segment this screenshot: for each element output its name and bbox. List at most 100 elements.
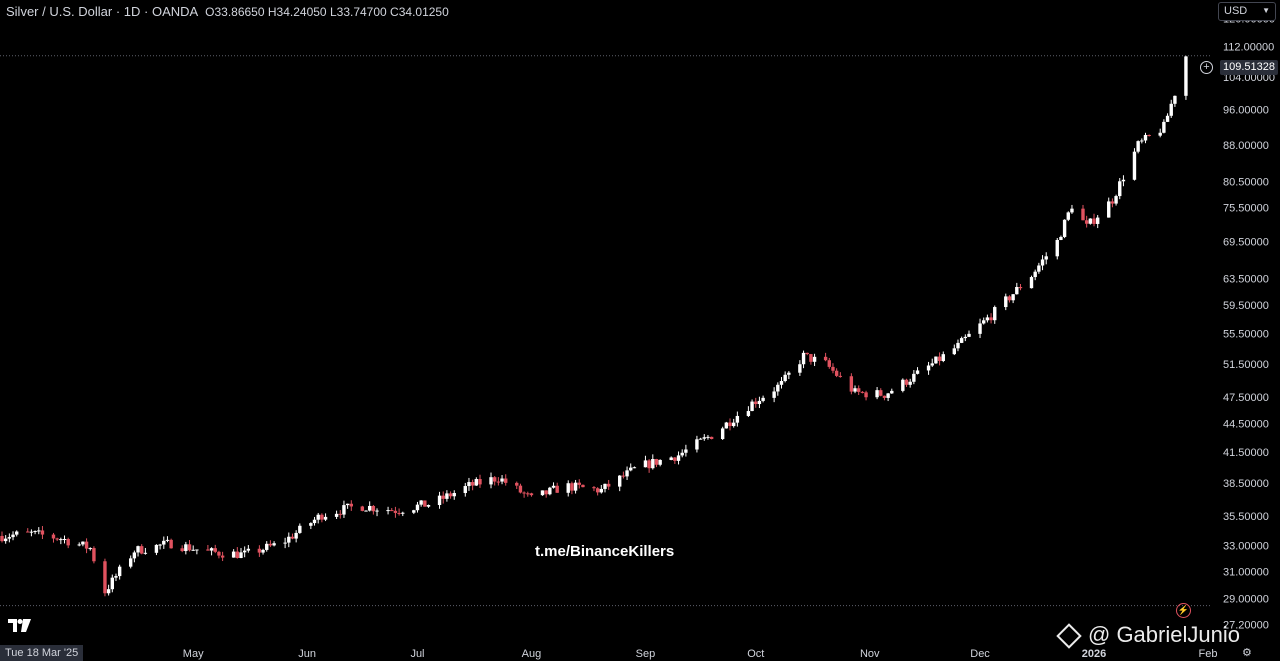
candle-down bbox=[213, 548, 217, 552]
candle-up bbox=[11, 534, 15, 538]
candle-up bbox=[875, 390, 879, 398]
candle-up bbox=[676, 455, 681, 461]
candle-up bbox=[143, 552, 148, 554]
candle-down bbox=[169, 539, 173, 549]
candle-down bbox=[937, 356, 942, 361]
candle-down bbox=[371, 505, 376, 512]
candle-down bbox=[360, 506, 365, 511]
candle-down bbox=[55, 538, 59, 540]
candle-down bbox=[1018, 286, 1023, 289]
candle-down bbox=[423, 500, 427, 507]
y-tick-label: 69.50000 bbox=[1223, 236, 1269, 248]
candle-down bbox=[595, 488, 600, 493]
candle-up bbox=[658, 459, 662, 465]
candle-up bbox=[772, 391, 776, 398]
gear-icon[interactable]: ⚙ bbox=[1242, 647, 1252, 659]
candle-down bbox=[26, 531, 30, 533]
candle-down bbox=[51, 534, 56, 539]
candle-up bbox=[643, 460, 648, 468]
candle-up bbox=[1066, 212, 1070, 220]
x-tick-label: Aug bbox=[522, 648, 542, 660]
candle-up bbox=[651, 459, 655, 469]
candle-up bbox=[165, 539, 170, 541]
candle-down bbox=[834, 370, 839, 376]
candle-up bbox=[952, 348, 956, 355]
x-tick-label: Dec bbox=[970, 648, 990, 660]
candle-down bbox=[66, 539, 70, 546]
candle-up bbox=[463, 486, 467, 494]
candle-down bbox=[728, 422, 732, 427]
candle-up bbox=[1140, 140, 1144, 142]
candle-down bbox=[904, 379, 909, 385]
candle-up bbox=[81, 541, 85, 545]
candle-up bbox=[1040, 259, 1045, 266]
candle-up bbox=[787, 372, 791, 375]
candle-up bbox=[1011, 294, 1015, 301]
candle-down bbox=[606, 483, 611, 487]
candle-up bbox=[272, 543, 276, 546]
candle-up bbox=[702, 437, 706, 439]
candle-down bbox=[496, 481, 501, 483]
candle-up bbox=[746, 411, 751, 416]
candle-up bbox=[283, 542, 287, 544]
candle-up bbox=[7, 537, 12, 539]
candle-up bbox=[551, 485, 556, 488]
candle-down bbox=[257, 548, 262, 553]
separator: · bbox=[144, 4, 152, 19]
candle-up bbox=[265, 543, 269, 550]
candle-up bbox=[684, 449, 688, 453]
candle-up bbox=[1162, 121, 1166, 133]
open-key: O bbox=[205, 5, 215, 19]
exchange-label: OANDA bbox=[151, 4, 198, 19]
last-price-label: 109.51328 bbox=[1220, 60, 1278, 75]
candle-up bbox=[956, 342, 960, 349]
candle-up bbox=[695, 439, 699, 450]
interval-label[interactable]: 1D bbox=[123, 4, 141, 19]
candle-up bbox=[345, 503, 350, 506]
candle-down bbox=[522, 492, 526, 494]
candle-up bbox=[184, 544, 188, 552]
high-key: H bbox=[267, 5, 277, 19]
symbol-name[interactable]: Silver / U.S. Dollar bbox=[6, 4, 113, 19]
candle-up bbox=[629, 467, 633, 471]
candle-up bbox=[812, 356, 817, 362]
candle-up bbox=[15, 531, 19, 535]
candle-up bbox=[191, 549, 195, 551]
candle-up bbox=[978, 323, 982, 334]
candle-down bbox=[1084, 220, 1089, 224]
candle-up bbox=[573, 482, 578, 491]
y-tick-label: 63.50000 bbox=[1223, 273, 1269, 285]
candle-up bbox=[158, 544, 162, 546]
y-tick-label: 88.00000 bbox=[1223, 140, 1269, 152]
candles bbox=[0, 55, 1188, 597]
y-tick-label: 96.00000 bbox=[1223, 105, 1269, 117]
lightning-icon[interactable]: ⚡ bbox=[1176, 603, 1191, 618]
candle-down bbox=[827, 360, 831, 367]
candle-up bbox=[77, 544, 81, 546]
candle-up bbox=[1088, 218, 1093, 224]
candle-up bbox=[1004, 296, 1008, 308]
candle-up bbox=[886, 393, 890, 398]
candle-up bbox=[309, 523, 313, 526]
y-tick-label: 29.00000 bbox=[1223, 594, 1269, 606]
tradingview-logo-icon[interactable] bbox=[8, 619, 32, 633]
candle-down bbox=[504, 478, 508, 483]
currency-select[interactable]: USD ▼ bbox=[1218, 2, 1276, 21]
candle-up bbox=[437, 495, 442, 506]
candle-down bbox=[349, 503, 353, 507]
x-tick-label: Oct bbox=[747, 648, 764, 660]
candle-up bbox=[287, 536, 291, 543]
candle-up bbox=[117, 566, 122, 577]
candle-up bbox=[195, 549, 199, 551]
candle-up bbox=[915, 370, 920, 374]
candle-up bbox=[1070, 208, 1074, 213]
candle-up bbox=[261, 549, 265, 553]
candle-down bbox=[581, 484, 585, 488]
low-value: 33.74700 bbox=[336, 5, 387, 19]
symbol-header[interactable]: Silver / U.S. Dollar · 1D · OANDA O33.86… bbox=[6, 4, 449, 19]
y-tick-label: 44.50000 bbox=[1223, 419, 1269, 431]
plus-circle-icon[interactable]: + bbox=[1200, 61, 1213, 74]
separator: · bbox=[115, 4, 124, 19]
candle-up bbox=[1037, 265, 1041, 272]
